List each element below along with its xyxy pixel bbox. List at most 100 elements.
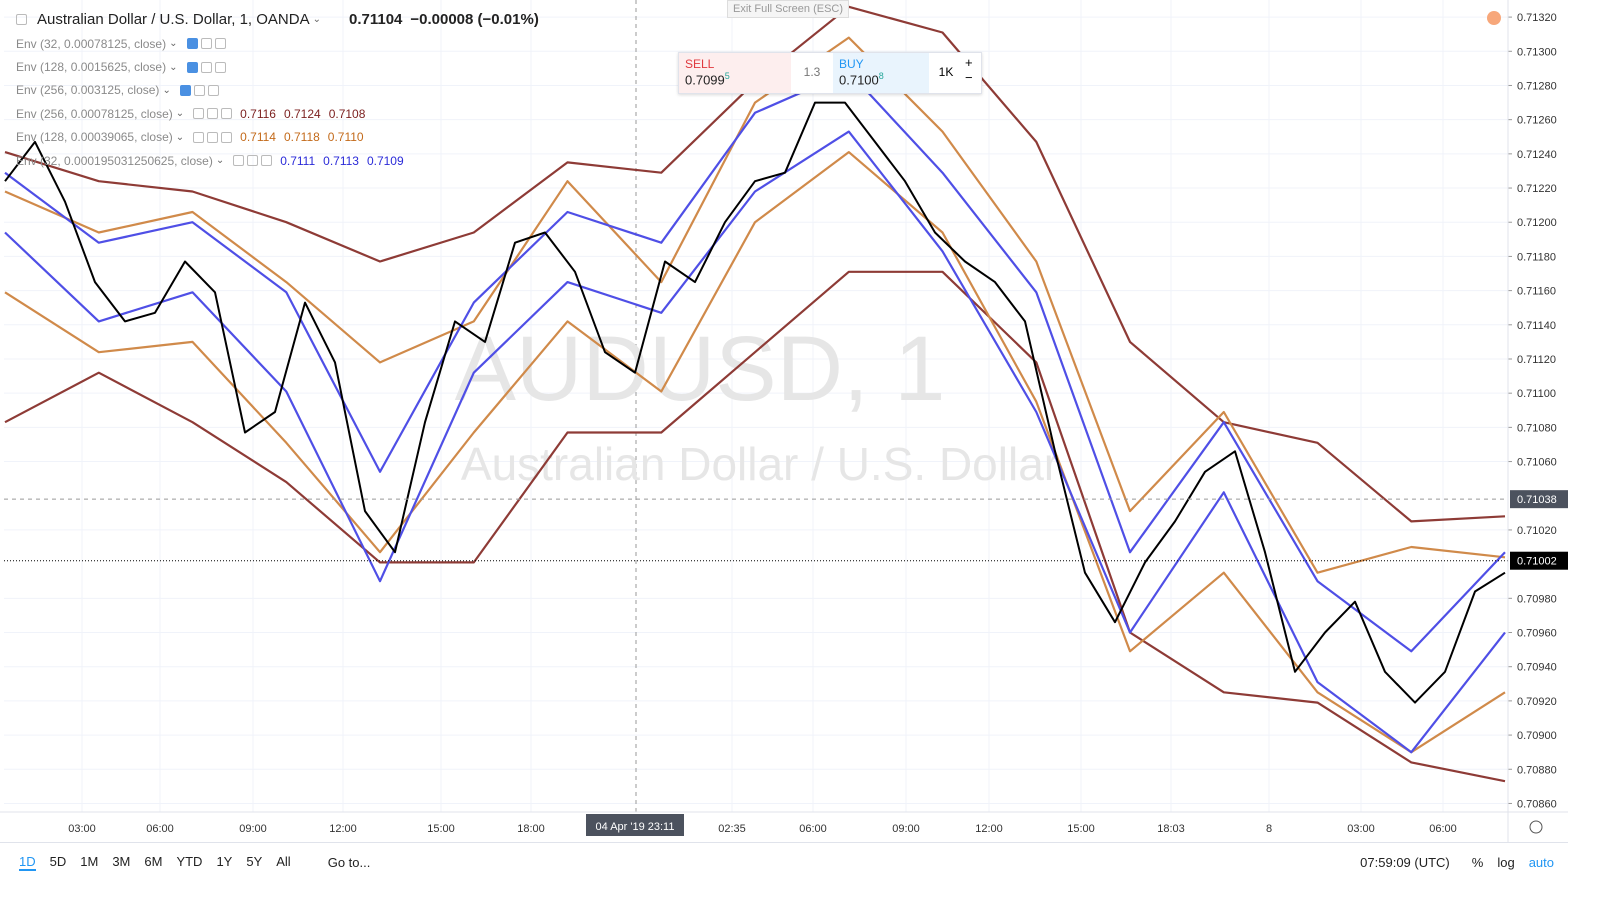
alert-dot[interactable] (1487, 11, 1501, 25)
indicator-label[interactable]: Env (128, 0.00039065, close) (16, 130, 173, 145)
buy-price: 0.7100 (839, 72, 879, 88)
settings-icon[interactable] (1529, 820, 1543, 834)
x-tick-label: 12:00 (975, 823, 1003, 835)
symbol-row: Australian Dollar / U.S. Dollar, 1, OAND… (16, 8, 539, 30)
x-tick-label: 02:35 (718, 823, 746, 835)
indicator-menu[interactable]: ⌄ (162, 84, 171, 96)
indicator-menu[interactable]: ⌄ (169, 38, 178, 50)
indicator-label[interactable]: Env (32, 0.000195031250625, close) (16, 153, 213, 168)
indicator-label[interactable]: Env (256, 0.00078125, close) (16, 106, 173, 121)
indicator-icon[interactable] (200, 38, 212, 50)
range-button[interactable]: YTD (176, 853, 203, 869)
indicator-icon[interactable] (186, 38, 198, 50)
indicator-value: 0.7110 (327, 130, 364, 145)
indicator-icon[interactable] (261, 155, 273, 167)
indicator-icon[interactable] (214, 38, 226, 50)
plot-bg (4, 0, 1508, 812)
indicator-label[interactable]: Env (128, 0.0015625, close) (16, 60, 167, 75)
y-tick-label: 0.70900 (1517, 730, 1557, 742)
indicator-menu[interactable]: ⌄ (175, 131, 185, 143)
indicator-icon[interactable] (207, 131, 219, 143)
indicator-row: Env (32, 0.000195031250625, close) ⌄ 0.711… (16, 149, 539, 172)
chart: AUDUSD, 1 Australian Dollar / U.S. Dolla… (0, 0, 1568, 842)
watermark-name: Australian Dollar / U.S. Dollar (461, 438, 1059, 490)
range-button[interactable]: 1D (19, 853, 36, 871)
indicator-icon[interactable] (221, 108, 233, 120)
indicator-menu[interactable]: ⌄ (215, 155, 225, 167)
y-tick-label: 0.71280 (1517, 80, 1557, 92)
indicator-icon[interactable] (233, 155, 245, 167)
price-line (4, 101, 1506, 704)
x-tick-label: 03:00 (68, 823, 96, 835)
crosshair-time-label: 04 Apr '19 23:11 (596, 821, 675, 833)
log-toggle[interactable]: log (1497, 854, 1515, 870)
buy-button[interactable]: BUY 0.71008 (833, 53, 929, 93)
percent-toggle[interactable]: % (1471, 854, 1484, 870)
y-tick-label: 0.71260 (1517, 115, 1557, 127)
envelope-line (4, 151, 1506, 754)
sell-pip: 5 (724, 71, 730, 81)
range-button[interactable]: 5D (49, 853, 67, 869)
range-button[interactable]: 1Y (216, 853, 233, 869)
x-tick-label: 03:00 (1347, 823, 1375, 835)
crosshair-price-box (1510, 490, 1568, 509)
indicator-icon[interactable] (179, 84, 191, 96)
quantity-stepper[interactable]: + − (965, 55, 973, 85)
y-tick-label: 0.71140 (1517, 320, 1556, 332)
range-button[interactable]: All (276, 853, 291, 869)
y-tick-label: 0.71200 (1517, 217, 1557, 229)
trade-widget: SELL 0.70995 1.3 BUY 0.71008 1K + − (678, 52, 982, 94)
indicator-icon[interactable] (193, 108, 205, 120)
exit-fullscreen[interactable]: Exit Full Screen (ESC) (727, 0, 849, 18)
range-button[interactable]: 6M (144, 853, 163, 869)
indicator-icon[interactable] (207, 108, 219, 120)
range-button[interactable]: 1M (80, 853, 99, 869)
collapse-icon[interactable] (16, 13, 27, 25)
x-tick-label: 06:00 (146, 823, 174, 835)
indicator-icon[interactable] (186, 61, 198, 73)
indicator-icon[interactable] (193, 131, 205, 143)
y-tick-label: 0.71180 (1517, 251, 1556, 263)
quantity[interactable]: 1K (938, 65, 954, 79)
y-tick-label: 0.70980 (1517, 593, 1557, 605)
indicator-menu[interactable]: ⌄ (175, 108, 185, 120)
indicator-icon[interactable] (193, 84, 205, 96)
x-tick-label: 15:00 (427, 823, 455, 835)
x-tick-label: 18:03 (1157, 823, 1185, 835)
indicator-label[interactable]: Env (32, 0.00078125, close) (16, 36, 167, 51)
range-button[interactable]: 3M (112, 853, 131, 869)
x-tick-label: 06:00 (1429, 823, 1457, 835)
symbol[interactable]: Australian Dollar / U.S. Dollar, 1, OAND… (37, 10, 310, 28)
goto-button[interactable]: Go to... (327, 854, 371, 870)
indicator-icon[interactable] (207, 84, 219, 96)
clock: 07:59:09 (UTC) (1360, 854, 1450, 870)
auto-toggle[interactable]: auto (1528, 854, 1554, 870)
indicator-icon[interactable] (214, 61, 226, 73)
indicator-icon[interactable] (200, 61, 212, 73)
indicator-icon[interactable] (247, 155, 259, 167)
sell-label: SELL (685, 57, 715, 71)
indicator-label[interactable]: Env (256, 0.003125, close) (16, 83, 160, 98)
crosshair-time-box (586, 814, 684, 836)
x-tick-label: 06:00 (799, 823, 827, 835)
indicator-value: 0.7111 (280, 153, 316, 168)
range-button[interactable]: 5Y (246, 853, 263, 869)
indicator-row: Env (32, 0.00078125, close) ⌄ (16, 32, 539, 55)
crosshair-price-label: 0.71038 (1517, 494, 1557, 506)
indicator-row: Env (256, 0.003125, close) ⌄ (16, 79, 539, 102)
sell-button[interactable]: SELL 0.70995 (679, 53, 791, 93)
spread: 1.3 (803, 65, 821, 79)
last-price-box (1510, 551, 1568, 570)
indicator-list: Env (32, 0.00078125, close) ⌄ Env (128, 0.… (16, 32, 539, 172)
indicator-row: Env (128, 0.00039065, close) ⌄ 0.7114 0.711… (16, 126, 539, 149)
price: 0.71104 (348, 10, 403, 28)
indicator-menu[interactable]: ⌄ (169, 61, 178, 73)
y-tick-label: 0.70880 (1517, 764, 1557, 776)
y-tick-label: 0.70960 (1517, 628, 1557, 640)
y-tick-label: 0.70940 (1517, 662, 1557, 674)
indicator-icon[interactable] (221, 131, 233, 143)
envelope-line (4, 70, 1506, 653)
envelope-line (4, 36, 1506, 574)
buy-label: BUY (839, 57, 864, 71)
